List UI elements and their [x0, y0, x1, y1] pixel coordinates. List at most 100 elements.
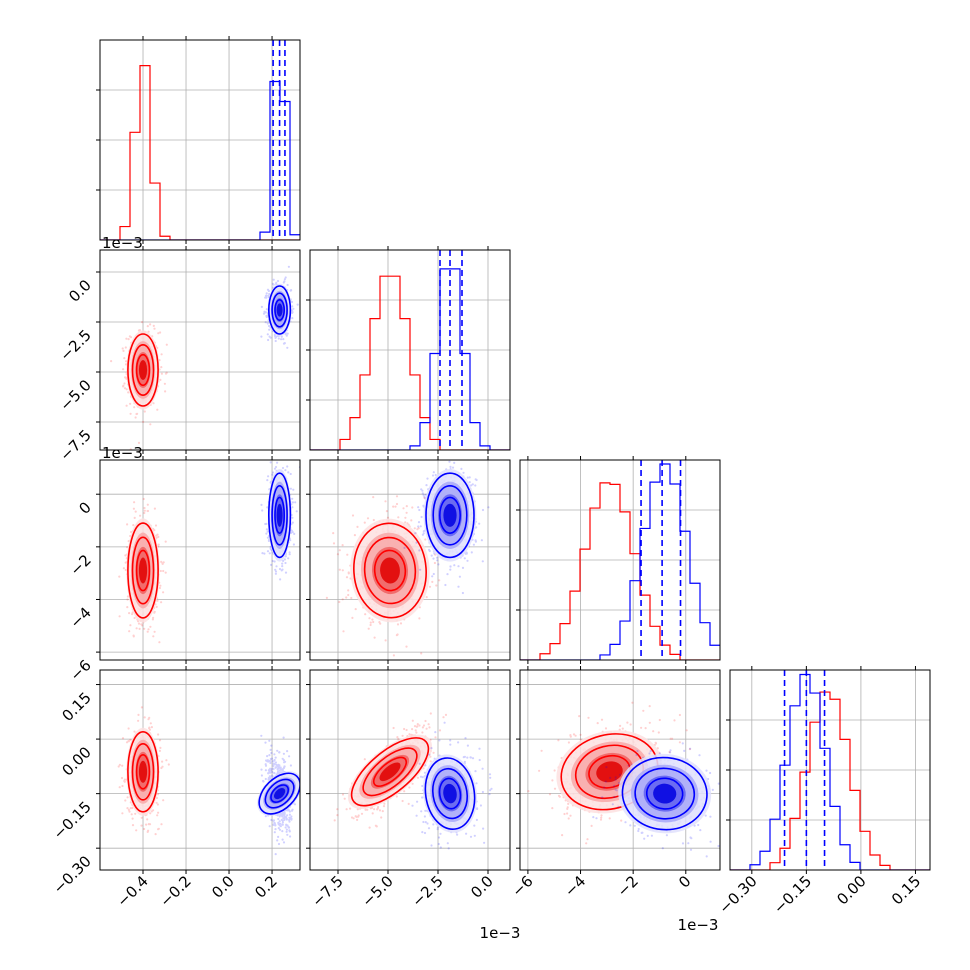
y-tick-label: 0.0 [65, 276, 95, 306]
x-tick-label: −7.5 [308, 872, 346, 910]
panel-2-1 [306, 456, 511, 664]
histogram-blue [310, 268, 510, 450]
x-tick-label: −0.30 [715, 872, 760, 917]
x-tick-label: −2.5 [408, 872, 446, 910]
contour-blue [268, 285, 292, 335]
histogram-blue [520, 463, 720, 660]
contour-blue [424, 757, 476, 830]
contour-blue [645, 777, 684, 810]
contour-red [131, 742, 155, 801]
x-tick-label: −0.2 [156, 872, 194, 910]
x-tick-label: 0.0 [208, 872, 238, 902]
x-tick-label: −6 [508, 872, 536, 900]
histogram-blue [730, 673, 930, 870]
density-fill-red [138, 360, 148, 380]
contour-red [127, 333, 159, 407]
contour-blue [621, 756, 708, 831]
contour-red [127, 522, 159, 619]
contour-blue [264, 778, 295, 809]
contour-blue [438, 496, 461, 534]
contour-red [372, 756, 408, 787]
contour-blue [268, 472, 292, 559]
x-tick-label: 0.0 [467, 872, 497, 902]
density-fill-red [380, 557, 400, 584]
contour-red [135, 549, 151, 592]
histogram-red [730, 691, 930, 870]
y-tick-label: −6 [66, 656, 94, 684]
y-tick-label: −0.30 [50, 852, 95, 897]
x-tick-label: 0.15 [888, 872, 924, 908]
contour-blue [274, 496, 285, 534]
y-offset-label: 1e−3 [102, 444, 143, 462]
density-fill-blue [443, 783, 457, 804]
x-tick-label: −2 [614, 872, 642, 900]
y-tick-label: 0.00 [58, 743, 94, 779]
density-fill-red [379, 762, 401, 782]
panel-3-1 [306, 666, 511, 874]
density-fill-red [596, 761, 623, 783]
panel-frame [519, 669, 721, 871]
density-fill-red [138, 760, 148, 783]
y-tick-label: 0.15 [58, 689, 94, 725]
x-offset-label: 1e−3 [678, 916, 719, 934]
panel-frame [309, 669, 511, 871]
contour-red [131, 536, 155, 605]
y-tick-label: −0.15 [50, 798, 95, 843]
contour-red [131, 343, 155, 396]
x-tick-label: −4 [561, 872, 589, 900]
x-tick-label: 0.00 [833, 872, 869, 908]
density-fill-blue [276, 303, 283, 317]
contour-red [373, 549, 407, 592]
panel-2-0 [96, 456, 301, 664]
contour-red [135, 753, 151, 790]
y-tick-label: 0 [75, 498, 94, 517]
x-tick-label: −5.0 [358, 872, 396, 910]
panel-2-2 [516, 456, 721, 664]
histogram-red [520, 482, 720, 660]
x-offset-label: 1e−3 [480, 924, 521, 942]
contour-blue [634, 767, 696, 820]
y-tick-label: −4 [66, 604, 94, 632]
contour-blue [431, 767, 469, 820]
x-tick-label: −0.4 [113, 872, 151, 910]
panel-frame [99, 249, 301, 451]
panel-1-0 [96, 246, 301, 454]
contour-blue [270, 784, 290, 803]
histogram-red [100, 65, 300, 240]
density-fill-blue [273, 788, 286, 800]
panel-3-0 [96, 666, 301, 874]
contour-blue [425, 472, 475, 559]
x-tick-label: 0.2 [251, 872, 281, 902]
contour-red [362, 747, 418, 797]
density-fill-blue [443, 503, 457, 527]
panel-frame [99, 669, 301, 871]
panel-3-2 [516, 666, 721, 874]
contour-blue [432, 484, 468, 546]
panel-frame [99, 459, 301, 661]
density-fill-red [138, 557, 148, 584]
contour-blue [438, 777, 462, 810]
y-tick-label: −7.5 [56, 426, 94, 464]
contour-red [127, 730, 159, 813]
panel-0-0 [96, 36, 301, 244]
y-tick-label: −5.0 [56, 376, 94, 414]
histogram-red [310, 275, 510, 450]
panel-3-3 [726, 666, 931, 874]
contour-blue [271, 292, 288, 328]
x-tick-label: −0.15 [770, 872, 815, 917]
contour-red [135, 353, 151, 387]
y-tick-label: −2 [66, 551, 94, 579]
density-fill-blue [653, 783, 677, 804]
x-tick-label: 0 [675, 872, 694, 891]
y-tick-label: −2.5 [56, 326, 94, 364]
density-fill-blue [276, 503, 283, 527]
panel-1-1 [306, 246, 511, 454]
contour-blue [258, 772, 300, 815]
contour-red [350, 737, 430, 807]
contour-blue [271, 484, 288, 546]
panel-frame [309, 459, 511, 661]
y-offset-label: 1e−3 [102, 234, 143, 252]
contour-red [363, 536, 417, 605]
contour-red [353, 522, 427, 619]
